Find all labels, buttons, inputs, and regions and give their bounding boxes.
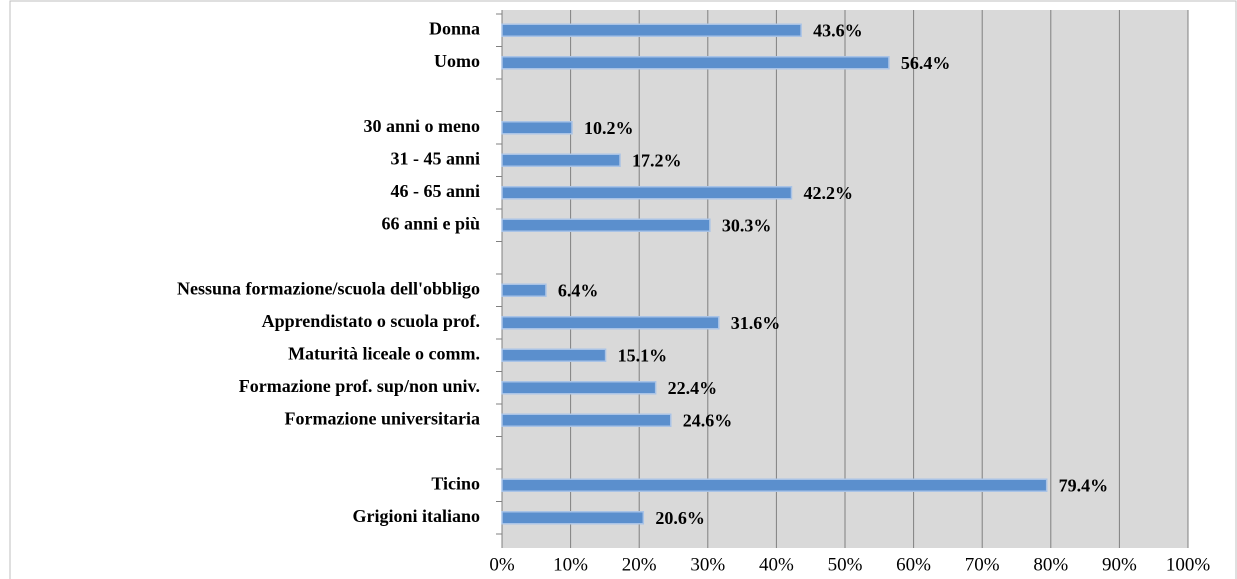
value-label: 31.6% <box>731 313 781 333</box>
y-tick-label: Nessuna formazione/scuola dell'obbligo <box>177 278 480 298</box>
value-label: 22.4% <box>668 378 718 398</box>
value-label: 20.6% <box>655 508 705 528</box>
x-tick-label: 30% <box>690 554 725 575</box>
x-tick-label: 40% <box>759 554 794 575</box>
bar <box>501 23 802 37</box>
x-tick-label: 100% <box>1166 554 1211 575</box>
y-tick-label: Grigioni italiano <box>352 506 480 526</box>
y-tick-label: 31 - 45 anni <box>390 148 480 168</box>
bar <box>501 56 890 70</box>
x-tick-label: 10% <box>553 554 588 575</box>
x-tick-label: 60% <box>896 554 931 575</box>
y-tick-label: 66 anni e più <box>381 213 480 233</box>
bar <box>501 316 720 330</box>
y-tick-label: Formazione prof. sup/non univ. <box>239 376 480 396</box>
bar <box>501 121 573 135</box>
value-label: 6.4% <box>558 280 599 300</box>
value-label: 15.1% <box>618 345 668 365</box>
x-tick-label: 80% <box>1033 554 1068 575</box>
value-label: 79.4% <box>1059 475 1109 495</box>
bar <box>501 153 621 167</box>
value-label: 24.6% <box>683 410 733 430</box>
y-tick-label: Formazione universitaria <box>285 408 480 428</box>
bar <box>501 348 607 362</box>
value-label: 42.2% <box>803 183 853 203</box>
value-label: 43.6% <box>813 20 863 40</box>
x-tick-label: 0% <box>489 554 515 575</box>
value-label: 10.2% <box>584 118 634 138</box>
y-tick-label: Donna <box>429 18 480 38</box>
bar <box>501 381 657 395</box>
x-tick-label: 20% <box>622 554 657 575</box>
bar <box>501 478 1048 492</box>
y-tick-label: Uomo <box>434 51 480 71</box>
value-label: 56.4% <box>901 53 951 73</box>
x-tick-label: 90% <box>1102 554 1137 575</box>
y-tick-label: 46 - 65 anni <box>390 181 480 201</box>
bar <box>501 218 711 232</box>
value-label: 17.2% <box>632 150 682 170</box>
bar <box>501 186 793 200</box>
x-tick-label: 50% <box>828 554 863 575</box>
value-label: 30.3% <box>722 215 772 235</box>
y-tick-label: Maturità liceale o comm. <box>288 343 480 363</box>
y-tick-label: 30 anni o meno <box>363 116 480 136</box>
x-tick-label: 70% <box>965 554 1000 575</box>
y-tick-label: Ticino <box>431 473 480 493</box>
bar <box>501 283 547 297</box>
y-tick-label: Apprendistato o scuola prof. <box>262 311 480 331</box>
bar <box>501 511 645 525</box>
bar <box>501 413 672 427</box>
